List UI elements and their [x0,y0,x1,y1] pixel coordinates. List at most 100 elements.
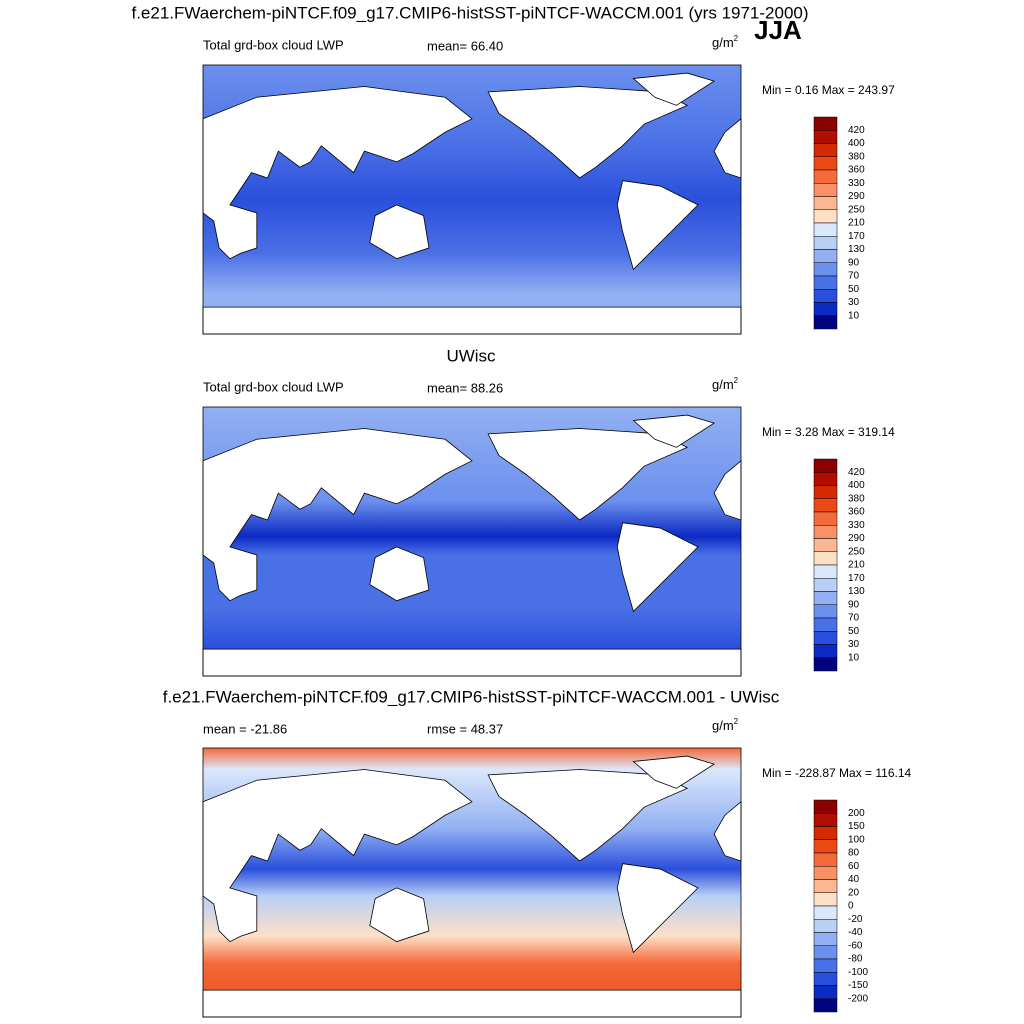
units: g/m2 [712,34,739,50]
units: g/m2 [712,376,739,392]
colorbar-box [813,879,838,893]
colorbar-box [813,551,838,566]
land [487,86,689,179]
colorbar-box [813,485,838,499]
colorbar-label: 400 [848,138,865,149]
colorbar-label: 130 [848,244,865,255]
colorbar-label: 10 [848,310,860,321]
map-frame [202,406,742,677]
colorbar-box [813,644,838,658]
colorbar-label: 330 [848,520,865,531]
units: g/m2 [712,717,739,733]
panel-heading: UWisc [446,346,496,365]
land [616,180,699,271]
min-max: Min = 0.16 Max = 243.97 [762,83,895,97]
colorbar-box [813,839,838,854]
colorbar-label: -20 [848,914,863,925]
colorbar-box [813,458,838,473]
colorbar-box [813,275,838,290]
land [616,522,699,613]
land [369,546,430,602]
colorbar-box [813,143,838,157]
colorbar-label: 70 [848,613,860,624]
colorbar-box [813,302,838,316]
units-base: g/m [712,35,734,50]
colorbar-box [813,932,838,946]
colorbar-box [813,209,838,224]
colorbar-label: 30 [848,639,860,650]
units-sup: 2 [734,34,739,43]
colorbar-box [813,813,838,827]
colorbar-box [813,183,838,197]
colorbar-label: 400 [848,480,865,491]
colorbar-label: 70 [848,271,860,282]
colorbar-box [813,998,838,1013]
land [616,863,699,954]
colorbar-box [813,958,838,973]
units-base: g/m [712,718,734,733]
units-sup: 2 [734,376,739,385]
colorbar-label: 420 [848,125,865,136]
colorbar-label: 250 [848,546,865,557]
colorbar-label: 90 [848,257,860,268]
colorbar-label: 10 [848,652,860,663]
land [202,428,473,602]
colorbar-label: 170 [848,573,865,584]
colorbar-box [813,130,838,144]
figure-title: f.e21.FWaerchem-piNTCF.f09_g17.CMIP6-his… [131,3,808,22]
land [202,648,742,677]
colorbar-box [813,892,838,907]
colorbar-box [813,498,838,513]
colorbar-label: 420 [848,467,865,478]
colorbar-label: 50 [848,626,860,637]
colorbar-label: -80 [848,954,863,965]
land [202,769,473,943]
min-max: Min = -228.87 Max = 116.14 [762,766,912,780]
colorbar-label: 210 [848,218,865,229]
colorbar-label: 20 [848,887,860,898]
land [632,72,716,106]
colorbar-box [813,866,838,880]
colorbar-label: 200 [848,808,865,819]
colorbar-label: 80 [848,848,860,859]
colorbar-box [813,617,838,632]
colorbar-box [813,905,838,920]
land [487,769,689,862]
colorbar-label: 150 [848,821,865,832]
colorbar-box [813,315,838,330]
colorbar-box [813,578,838,592]
units-sup: 2 [734,717,739,726]
colorbar-label: 330 [848,178,865,189]
colorbar-box [813,799,838,814]
land [632,755,716,789]
colorbar-label: 100 [848,834,865,845]
colorbar-label: -60 [848,940,863,951]
colorbar-label: 60 [848,861,860,872]
colorbar-label: 210 [848,560,865,571]
mean-label: mean= 88.26 [427,380,503,395]
colorbar-box [813,604,838,619]
colorbar-label: 30 [848,297,860,308]
colorbar-box [813,564,838,579]
land [632,414,716,448]
rmse-label: rmse = 48.37 [427,721,503,736]
colorbar-box [813,985,838,999]
colorbar-label: -150 [848,980,868,991]
colorbar-label: -200 [848,993,868,1004]
colorbar-label: 250 [848,204,865,215]
colorbar-box [813,289,838,303]
mean-label: mean = -21.86 [203,721,287,736]
min-max: Min = 3.28 Max = 319.14 [762,425,895,439]
colorbar-box [813,116,838,131]
land [369,887,430,943]
colorbar-label: 360 [848,165,865,176]
colorbar-label: 40 [848,874,860,885]
colorbar-box [813,852,838,867]
colorbar-box [813,222,838,237]
colorbar-box [813,196,838,210]
colorbar-box [813,262,838,277]
panel-heading: f.e21.FWaerchem-piNTCF.f09_g17.CMIP6-his… [163,687,780,706]
colorbar-box [813,472,838,486]
